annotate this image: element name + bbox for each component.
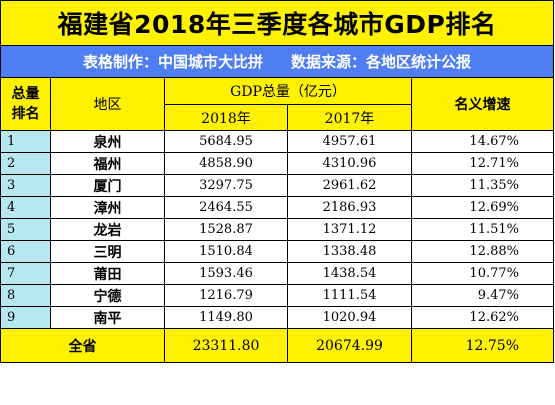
row-growth: 12.88% [411,240,554,263]
row-city: 漳州 [50,196,165,219]
row-rank: 3 [0,174,51,197]
header-gdp-total: GDP总量（亿元） [164,77,412,105]
row-growth: 9.47% [411,284,554,307]
row-rank: 1 [0,130,51,153]
header-year-2017: 2017年 [287,104,412,131]
row-rank: 8 [0,284,51,307]
row-city: 南平 [50,306,165,329]
header-growth: 名义增速 [411,77,554,131]
table-row: 4 漳州 2464.55 2186.93 12.69% [0,196,554,219]
header-rank-line2: 排名 [11,106,40,122]
row-city: 龙岩 [50,218,165,241]
row-rank: 4 [0,196,51,219]
table-row: 2 福州 4858.90 4310.96 12.71% [0,152,554,175]
row-gdp-2018: 1528.87 [164,218,288,241]
table-row: 8 宁德 1216.79 1111.54 9.47% [0,284,554,307]
row-gdp-2018: 3297.75 [164,174,288,197]
table-row: 9 南平 1149.80 1020.94 12.62% [0,306,554,329]
row-city: 泉州 [50,130,165,153]
table-title: 福建省2018年三季度各城市GDP排名 [0,0,554,46]
row-growth: 12.71% [411,152,554,175]
row-growth: 12.62% [411,306,554,329]
row-gdp-2017: 2186.93 [287,196,412,219]
row-city: 福州 [50,152,165,175]
header-rank: 总量 排名 [0,77,51,131]
gdp-ranking-table: 福建省2018年三季度各城市GDP排名 表格制作：中国城市大比拼 数据来源：各地区… [0,0,554,363]
row-growth: 12.69% [411,196,554,219]
table-row: 7 莆田 1593.46 1438.54 10.77% [0,262,554,285]
row-gdp-2018: 5684.95 [164,130,288,153]
row-rank: 7 [0,262,51,285]
row-gdp-2018: 1593.46 [164,262,288,285]
total-gdp-2017: 20674.99 [287,328,412,363]
row-gdp-2017: 4310.96 [287,152,412,175]
row-gdp-2017: 2961.62 [287,174,412,197]
header-year-2018: 2018年 [164,104,288,131]
row-gdp-2018: 4858.90 [164,152,288,175]
row-gdp-2017: 1438.54 [287,262,412,285]
row-city: 莆田 [50,262,165,285]
row-city: 三明 [50,240,165,263]
row-gdp-2018: 1149.80 [164,306,288,329]
row-gdp-2017: 4957.61 [287,130,412,153]
row-gdp-2018: 1510.84 [164,240,288,263]
total-growth: 12.75% [411,328,554,363]
row-gdp-2017: 1338.48 [287,240,412,263]
table-row: 1 泉州 5684.95 4957.61 14.67% [0,130,554,153]
row-rank: 9 [0,306,51,329]
row-gdp-2018: 2464.55 [164,196,288,219]
row-gdp-2018: 1216.79 [164,284,288,307]
row-rank: 5 [0,218,51,241]
row-growth: 11.35% [411,174,554,197]
row-gdp-2017: 1111.54 [287,284,412,307]
table-row: 5 龙岩 1528.87 1371.12 11.51% [0,218,554,241]
subtitle-source: 数据来源：各地区统计公报 [291,53,472,71]
row-rank: 2 [0,152,51,175]
row-gdp-2017: 1371.12 [287,218,412,241]
total-gdp-2018: 23311.80 [164,328,288,363]
total-row: 全省 23311.80 20674.99 12.75% [0,328,554,363]
table-row: 6 三明 1510.84 1338.48 12.88% [0,240,554,263]
row-growth: 11.51% [411,218,554,241]
row-city: 厦门 [50,174,165,197]
table-subtitle: 表格制作：中国城市大比拼 数据来源：各地区统计公报 [0,45,554,78]
header-rank-line1: 总量 [11,86,40,102]
table-row: 3 厦门 3297.75 2961.62 11.35% [0,174,554,197]
row-city: 宁德 [50,284,165,307]
subtitle-maker: 表格制作：中国城市大比拼 [82,53,263,71]
row-gdp-2017: 1020.94 [287,306,412,329]
row-growth: 14.67% [411,130,554,153]
row-growth: 10.77% [411,262,554,285]
row-rank: 6 [0,240,51,263]
total-label: 全省 [0,328,165,363]
header-region: 地区 [50,77,165,131]
